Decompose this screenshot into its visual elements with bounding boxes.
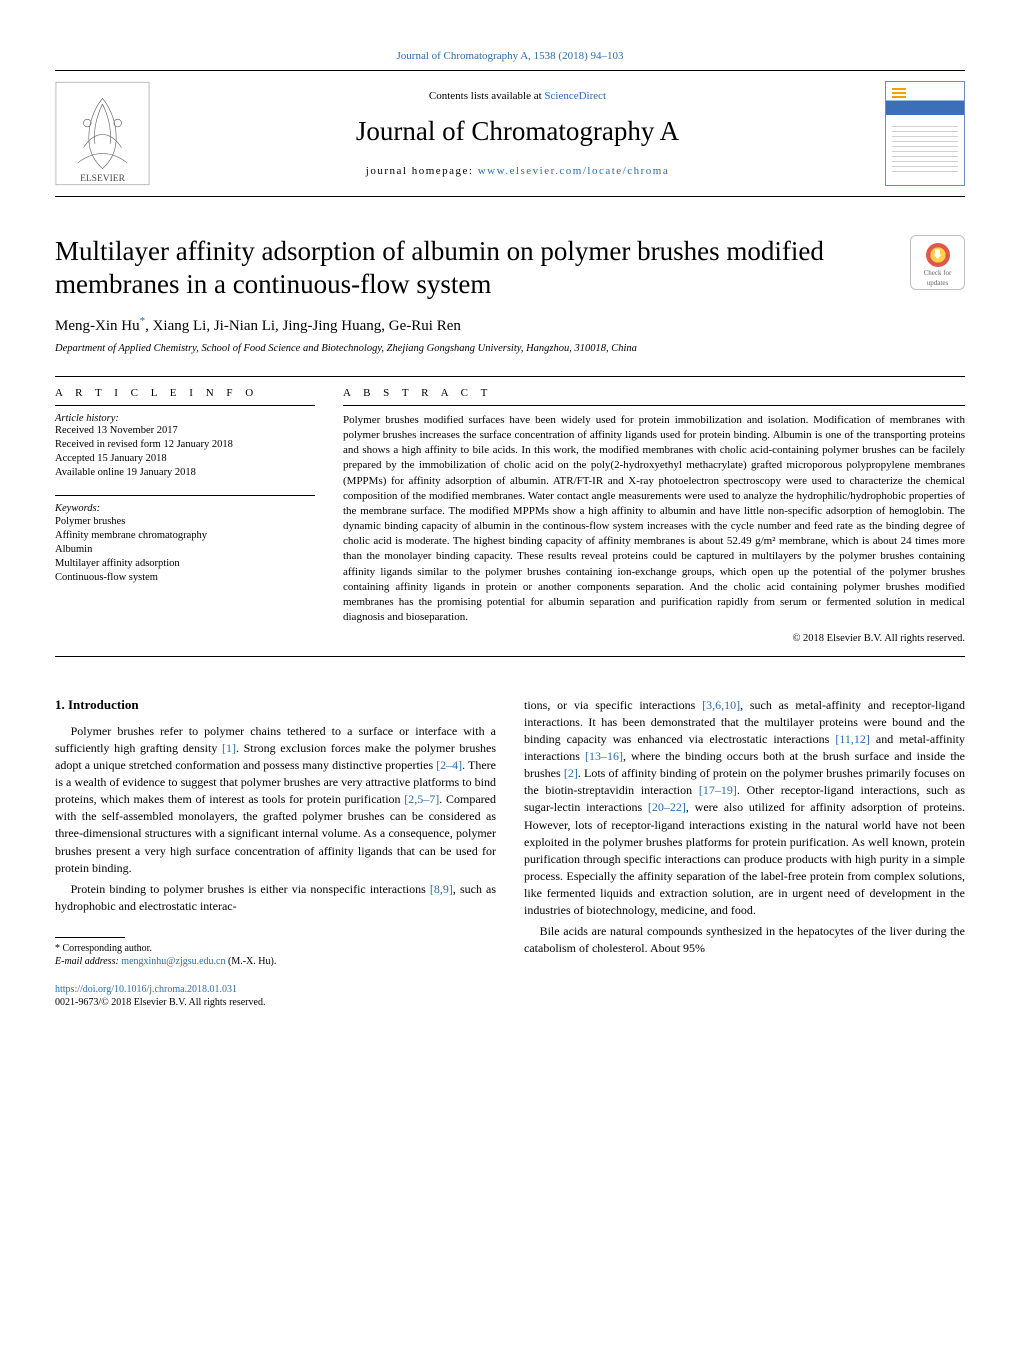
history-line: Received 13 November 2017	[55, 424, 315, 438]
history-line: Received in revised form 12 January 2018	[55, 438, 315, 452]
sciencedirect-link[interactable]: ScienceDirect	[544, 90, 606, 102]
citation[interactable]: [17–19]	[699, 783, 737, 797]
journal-title: Journal of Chromatography A	[164, 116, 871, 147]
keyword: Continuous-flow system	[55, 571, 315, 585]
keyword: Multilayer affinity adsorption	[55, 557, 315, 571]
citation[interactable]: [2]	[564, 766, 578, 780]
divider	[55, 376, 965, 377]
abstract-text: Polymer brushes modified surfaces have b…	[343, 413, 965, 625]
elsevier-logo: ELSEVIER	[55, 81, 150, 186]
contents-prefix: Contents lists available at	[429, 90, 544, 102]
citation[interactable]: [2–4]	[436, 758, 462, 772]
keyword: Polymer brushes	[55, 515, 315, 529]
history-lines: Received 13 November 2017 Received in re…	[55, 424, 315, 481]
journal-issue-link[interactable]: Journal of Chromatography A, 1538 (2018)…	[55, 50, 965, 62]
footnote-divider	[55, 937, 125, 938]
intro-paragraph: Bile acids are natural compounds synthes…	[524, 923, 965, 957]
citation[interactable]: [1]	[222, 741, 236, 755]
divider	[55, 656, 965, 657]
keyword: Affinity membrane chromatography	[55, 529, 315, 543]
intro-paragraph: Polymer brushes refer to polymer chains …	[55, 723, 496, 876]
article-info-column: A R T I C L E I N F O Article history: R…	[55, 387, 315, 644]
crossmark-icon	[926, 243, 950, 267]
affiliation: Department of Applied Chemistry, School …	[55, 343, 965, 354]
citation[interactable]: [2,5–7]	[404, 792, 439, 806]
article-info-heading: A R T I C L E I N F O	[55, 387, 315, 399]
abstract-column: A B S T R A C T Polymer brushes modified…	[343, 387, 965, 644]
elsevier-wordmark: ELSEVIER	[80, 174, 126, 184]
homepage-link[interactable]: www.elsevier.com/locate/chroma	[478, 165, 670, 177]
issn-copyright-line: 0021-9673/© 2018 Elsevier B.V. All right…	[55, 997, 265, 1008]
citation[interactable]: [13–16]	[585, 749, 623, 763]
intro-paragraph: tions, or via specific interactions [3,6…	[524, 697, 965, 918]
citation[interactable]: [8,9]	[430, 882, 453, 896]
homepage-prefix: journal homepage:	[366, 165, 478, 177]
corresponding-footnote: * Corresponding author. E-mail address: …	[55, 942, 496, 969]
history-line: Available online 19 January 2018	[55, 466, 315, 480]
doi-block: https://doi.org/10.1016/j.chroma.2018.01…	[55, 983, 496, 1010]
copyright-line: © 2018 Elsevier B.V. All rights reserved…	[343, 633, 965, 644]
keywords-label: Keywords:	[55, 503, 315, 514]
abstract-heading: A B S T R A C T	[343, 387, 965, 399]
author-email-link[interactable]: mengxinhu@zjgsu.edu.cn	[121, 956, 225, 967]
homepage-line: journal homepage: www.elsevier.com/locat…	[164, 165, 871, 177]
section-heading-intro: 1. Introduction	[55, 697, 496, 713]
corr-author-marker: *	[140, 315, 146, 327]
history-label: Article history:	[55, 413, 315, 424]
authors: Meng-Xin Hu*, Xiang Li, Ji-Nian Li, Jing…	[55, 315, 965, 335]
email-label: E-mail address:	[55, 956, 121, 967]
badge-line1: Check for	[924, 269, 952, 277]
masthead: ELSEVIER Contents lists available at Sci…	[55, 70, 965, 197]
intro-paragraph: Protein binding to polymer brushes is ei…	[55, 881, 496, 915]
keyword: Albumin	[55, 543, 315, 557]
check-for-updates-badge[interactable]: Check for updates	[910, 235, 965, 290]
badge-line2: updates	[927, 279, 948, 287]
corr-author-label: * Corresponding author.	[55, 942, 496, 956]
citation[interactable]: [11,12]	[835, 732, 870, 746]
citation[interactable]: [20–22]	[648, 800, 686, 814]
keywords-lines: Polymer brushes Affinity membrane chroma…	[55, 515, 315, 586]
email-suffix: (M.-X. Hu).	[226, 956, 277, 967]
citation[interactable]: [3,6,10]	[702, 698, 740, 712]
doi-link[interactable]: https://doi.org/10.1016/j.chroma.2018.01…	[55, 984, 237, 995]
contents-line: Contents lists available at ScienceDirec…	[164, 90, 871, 102]
journal-cover-thumbnail	[885, 81, 965, 186]
article-title: Multilayer affinity adsorption of albumi…	[55, 235, 892, 301]
body-two-column: 1. Introduction Polymer brushes refer to…	[55, 697, 965, 1009]
masthead-center: Contents lists available at ScienceDirec…	[164, 90, 871, 177]
history-line: Accepted 15 January 2018	[55, 452, 315, 466]
